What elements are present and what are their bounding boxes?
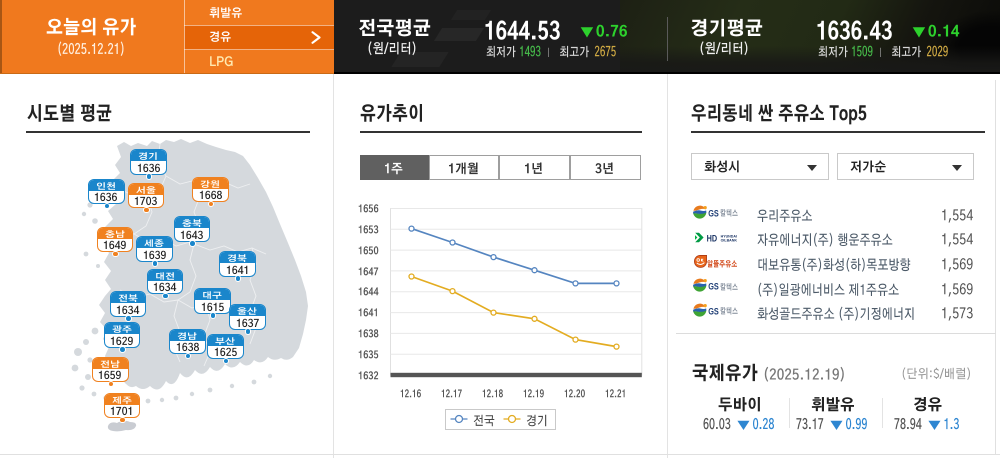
svg-text:OILBANK: OILBANK [720,238,737,242]
svg-text:GS: GS [708,207,719,218]
svg-text:GS: GS [708,305,719,316]
svg-text:HYUNDAI: HYUNDAI [720,234,736,238]
svg-text:HD: HD [706,232,717,243]
svg-text:GS: GS [708,281,719,292]
